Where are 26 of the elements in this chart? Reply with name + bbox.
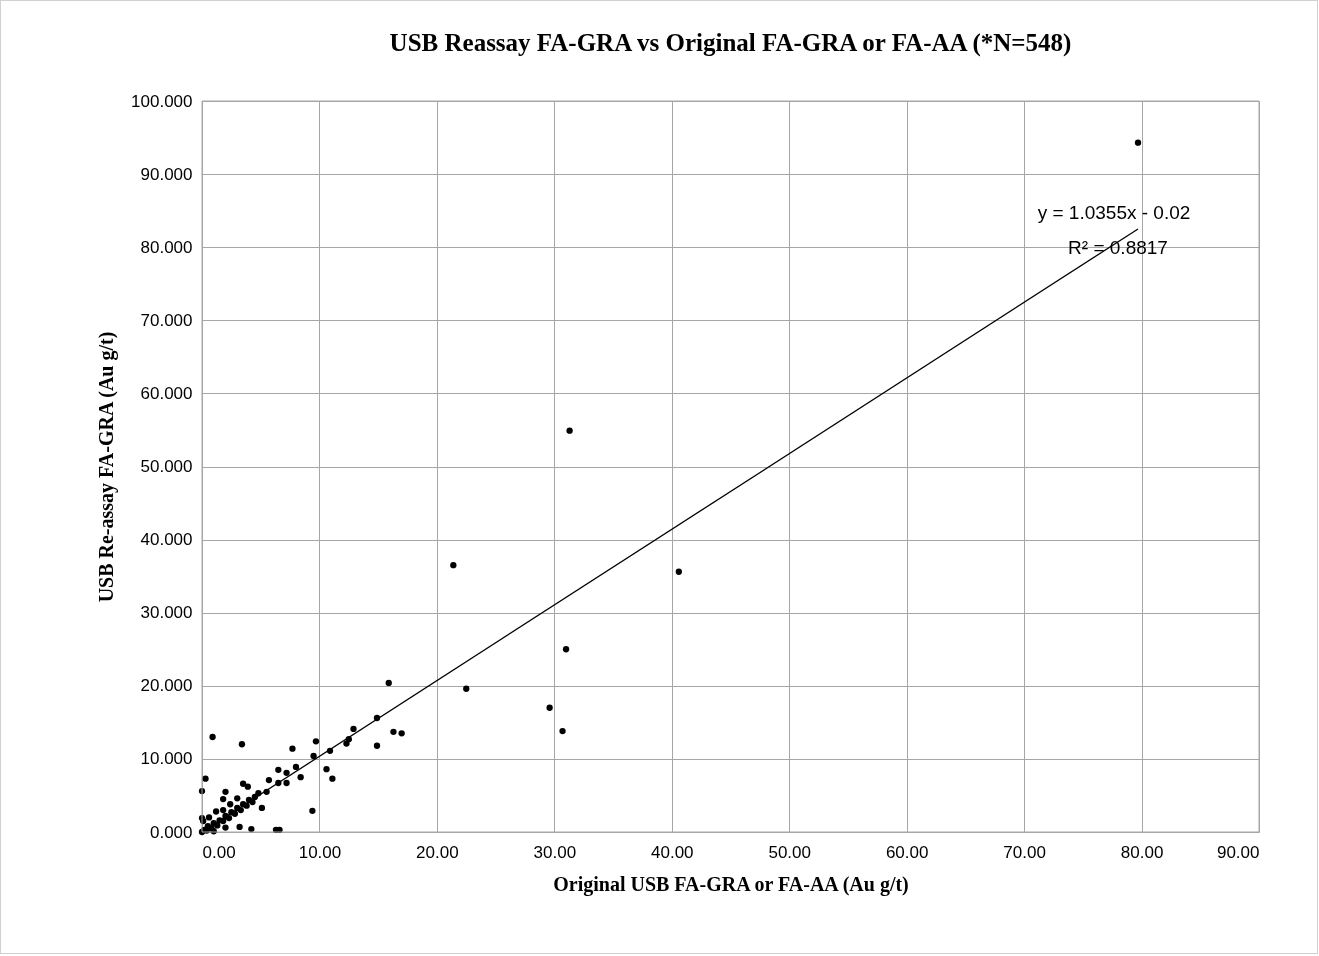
y-tick-label: 30.000 bbox=[140, 603, 193, 623]
y-tick-label: 60.000 bbox=[140, 383, 193, 403]
x-tick-label: 70.00 bbox=[1003, 842, 1046, 862]
x-tick-label: 90.00 bbox=[1216, 842, 1260, 862]
x-tick-label: 50.00 bbox=[768, 842, 811, 862]
x-tick-label: 80.00 bbox=[1120, 842, 1164, 862]
annotation: y = 1.0355x - 0.02 bbox=[1037, 202, 1191, 223]
x-tick-label: 10.00 bbox=[298, 842, 342, 862]
y-tick-label: 70.000 bbox=[140, 310, 193, 330]
y-tick-label: 10.000 bbox=[140, 749, 193, 769]
x-tick-label: 0.00 bbox=[202, 842, 236, 862]
y-tick-label: 40.000 bbox=[140, 530, 193, 550]
x-tick-label: 40.00 bbox=[651, 842, 694, 862]
x-tick-label: 20.00 bbox=[416, 842, 459, 862]
x-tick-label: 30.00 bbox=[533, 842, 577, 862]
y-tick-label: 90.000 bbox=[140, 164, 193, 184]
y-tick-label: 100.000 bbox=[131, 91, 193, 111]
y-tick-label: 50.000 bbox=[140, 457, 193, 476]
y-tick-label: 80.000 bbox=[140, 237, 193, 257]
x-axis-title: Original USB FA-GRA or FA-AA (Au g/t) bbox=[553, 872, 909, 896]
y-axis-title: USB Re-assay FA-GRA (Au g/t) bbox=[95, 331, 119, 603]
x-tick-label: 60.00 bbox=[885, 842, 929, 862]
chart-title: USB Reassay FA-GRA vs Original FA-GRA or FA-AA (*N=548) bbox=[389, 29, 1072, 57]
y-tick-label: 20.000 bbox=[140, 676, 193, 696]
y-tick-label: 0.000 bbox=[149, 822, 193, 842]
annotation: R² = 0.8817 bbox=[1068, 237, 1168, 258]
